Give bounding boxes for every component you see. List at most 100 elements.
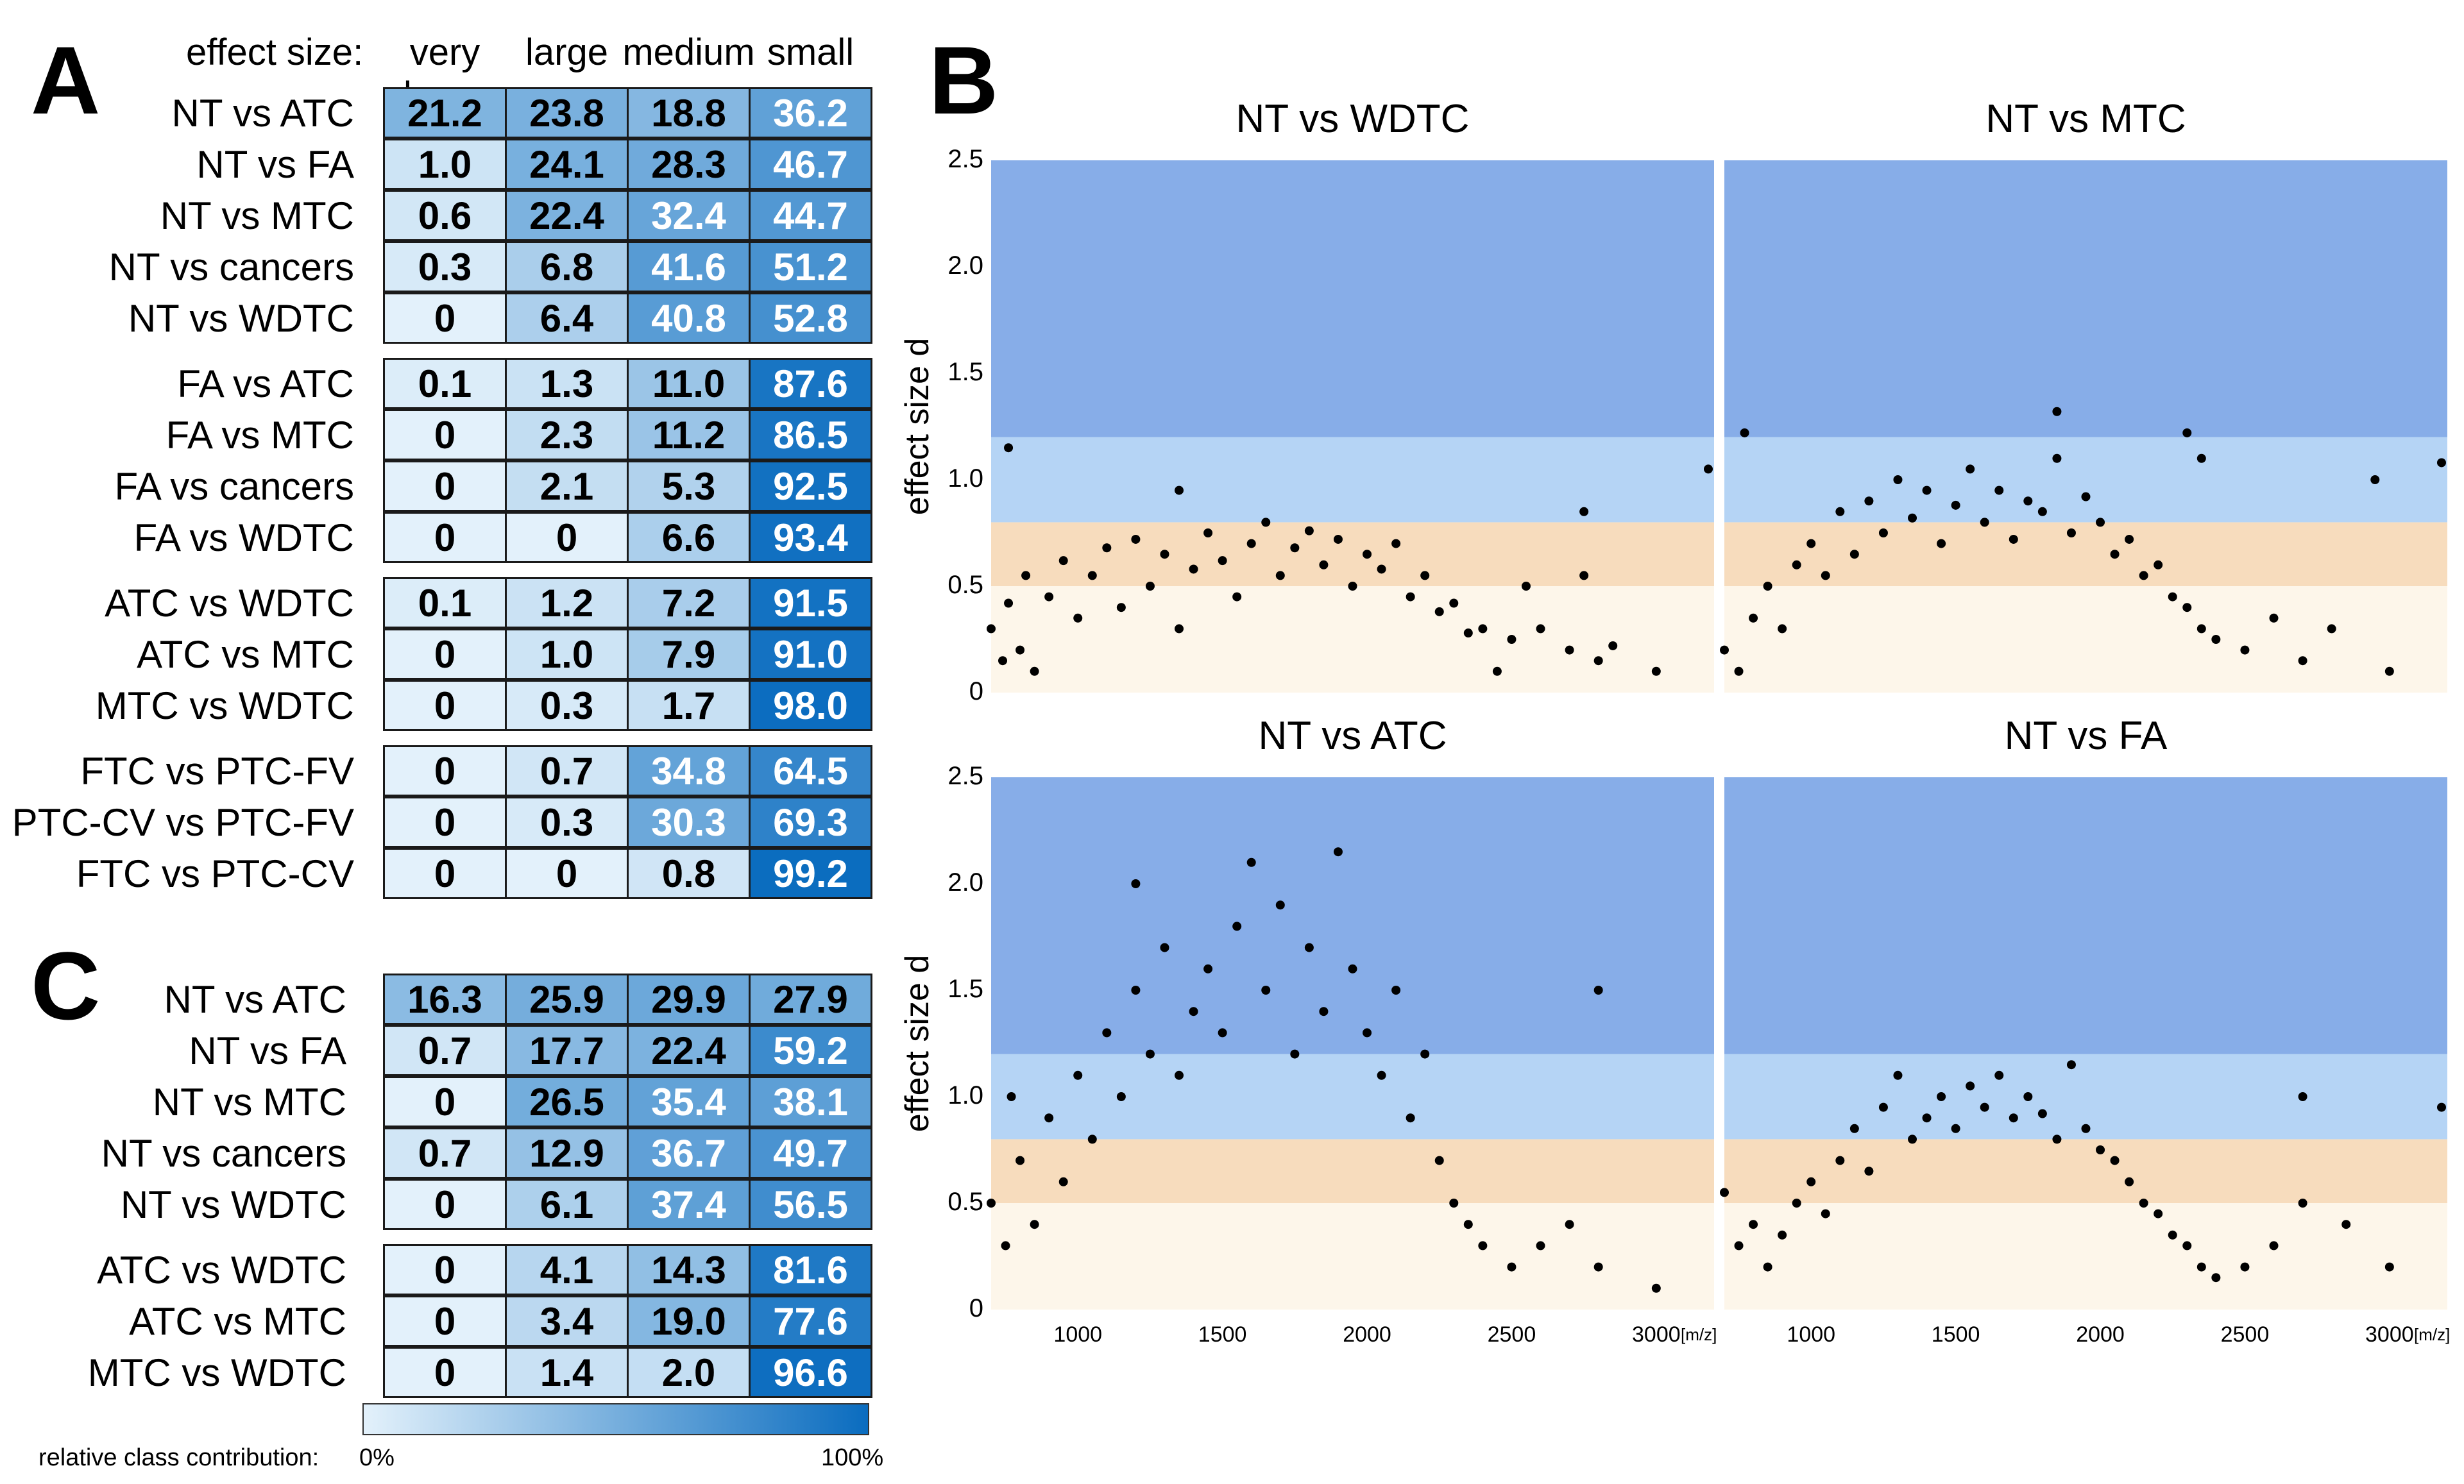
data-point (1778, 1230, 1787, 1240)
table-cell: 92.5 (749, 460, 872, 512)
data-point (2341, 1220, 2351, 1229)
table-cell: 37.4 (627, 1179, 751, 1230)
data-point (1579, 507, 1589, 516)
panel-letter-a: A (31, 26, 101, 134)
x-tick-label: 1000 (1053, 1322, 1103, 1347)
table-cell: 6.4 (505, 292, 629, 344)
x-tick-label: 2500 (1487, 1322, 1536, 1347)
data-point (1203, 964, 1213, 974)
table-cell: 81.6 (749, 1244, 872, 1295)
x-tick-label: 3000 (2365, 1322, 2414, 1347)
data-point (1835, 1156, 1845, 1165)
data-point (2096, 518, 2105, 527)
data-point (1449, 1199, 1459, 1208)
table-cell: 35.4 (627, 1076, 751, 1127)
data-point (1720, 1188, 1729, 1197)
data-point (1391, 986, 1401, 995)
table-cell: 77.6 (749, 1295, 872, 1347)
data-point (1478, 624, 1488, 634)
row-label: NT vs cancers (108, 246, 354, 289)
table-cell: 19.0 (627, 1295, 751, 1347)
data-point (1792, 1199, 1801, 1208)
data-point (2384, 666, 2394, 676)
data-point (1232, 592, 1242, 602)
data-point (1849, 550, 1859, 559)
data-point (1893, 1070, 1903, 1080)
table-cell: 0.1 (383, 358, 507, 409)
data-point (1703, 464, 1713, 474)
table-cell: 0 (383, 1295, 507, 1347)
y-tick-label: 0.5 (947, 1188, 983, 1216)
table-cell: 91.5 (749, 577, 872, 628)
table-cell: 7.2 (627, 577, 751, 628)
table-cell: 1.0 (505, 628, 629, 680)
row-label: NT vs MTC (152, 1081, 346, 1124)
y-tick-label: 2.5 (947, 762, 983, 790)
table-cell: 22.4 (505, 190, 629, 241)
data-point (1304, 526, 1314, 535)
data-point (1363, 550, 1372, 559)
effect-band (991, 1203, 1714, 1310)
effect-band (1724, 160, 2447, 437)
data-point (1864, 496, 1874, 506)
data-point (1593, 1262, 1603, 1272)
data-point (1319, 560, 1329, 569)
table-cell: 26.5 (505, 1076, 629, 1127)
data-point (1864, 1167, 1874, 1176)
data-point (1218, 1028, 1227, 1038)
table-cell: 99.2 (749, 848, 872, 899)
data-point (2269, 1241, 2279, 1251)
table-cell: 0 (383, 1244, 507, 1295)
y-tick-label: 0 (969, 1294, 983, 1322)
table-cell: 0.6 (383, 190, 507, 241)
y-tick-label: 2.5 (947, 145, 983, 173)
table-cell: 6.1 (505, 1179, 629, 1230)
table-cell: 0 (505, 512, 629, 563)
data-point (2182, 428, 2192, 437)
data-point (1261, 518, 1271, 527)
data-point (2211, 1273, 2221, 1283)
data-point (1579, 571, 1589, 580)
data-point (1593, 656, 1603, 666)
table-cell: 0 (383, 680, 507, 731)
data-point (1232, 922, 1242, 931)
data-point (1651, 666, 1661, 676)
data-point (1406, 1113, 1415, 1123)
effect-size-header-label: effect size: (186, 31, 364, 73)
data-point (1420, 571, 1430, 580)
data-point (2327, 624, 2336, 634)
table-cell: 0 (383, 292, 507, 344)
table-cell: 6.6 (627, 512, 751, 563)
data-point (2009, 534, 2018, 544)
data-point (1073, 613, 1083, 623)
table-cell: 0 (383, 512, 507, 563)
row-label: FTC vs PTC-CV (76, 852, 354, 895)
data-point (1608, 641, 1618, 650)
data-point (1131, 986, 1141, 995)
x-unit-label: [m/z] (2414, 1325, 2451, 1344)
table-cell: 11.2 (627, 409, 751, 460)
row-label: ATC vs WDTC (105, 582, 354, 625)
data-point (2052, 407, 2062, 416)
data-point (1363, 1028, 1372, 1038)
data-point (1087, 1134, 1097, 1144)
data-point (1778, 624, 1787, 634)
row-label: MTC vs WDTC (95, 684, 354, 727)
data-point (2052, 453, 2062, 463)
data-point (2269, 613, 2279, 623)
table-cell: 46.7 (749, 139, 872, 190)
table-cell: 1.2 (505, 577, 629, 628)
table-cell: 22.4 (627, 1025, 751, 1076)
data-point (1175, 1070, 1184, 1080)
effect-band (1724, 522, 2447, 586)
data-point (2182, 603, 2192, 612)
data-point (1175, 485, 1184, 495)
data-point (1261, 986, 1271, 995)
data-point (1218, 556, 1227, 566)
data-point (1749, 1220, 1758, 1229)
data-point (2096, 1145, 2105, 1154)
data-point (2139, 571, 2148, 580)
data-point (2436, 1102, 2446, 1112)
data-point (2298, 656, 2307, 666)
